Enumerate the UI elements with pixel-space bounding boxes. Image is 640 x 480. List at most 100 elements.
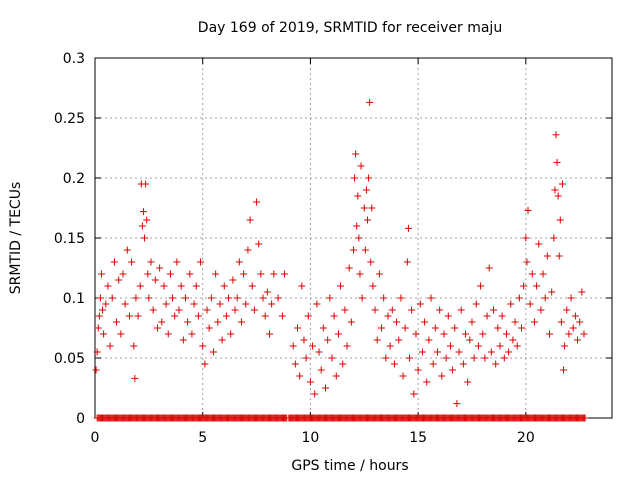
data-point — [192, 282, 200, 290]
data-point — [177, 282, 185, 290]
data-point — [102, 300, 110, 308]
data-point — [268, 300, 276, 308]
data-point — [151, 276, 159, 284]
data-point — [93, 348, 101, 356]
data-point — [356, 270, 364, 278]
data-point — [358, 294, 366, 302]
data-point — [225, 294, 233, 302]
data-point — [578, 288, 586, 296]
data-point — [311, 390, 319, 398]
data-point — [560, 366, 568, 374]
x-tick-label: 15 — [409, 430, 427, 446]
data-point — [201, 360, 209, 368]
data-point — [581, 414, 589, 422]
data-point — [580, 330, 588, 338]
data-point — [436, 306, 444, 314]
data-point — [149, 306, 157, 314]
data-point — [337, 282, 345, 290]
data-point — [214, 318, 222, 326]
data-point — [231, 306, 239, 314]
data-point — [345, 264, 353, 272]
data-point — [509, 336, 517, 344]
data-point — [567, 294, 575, 302]
y-tick-label: 0.2 — [63, 171, 85, 187]
data-point — [134, 312, 142, 320]
data-point — [352, 150, 360, 158]
data-point — [115, 276, 123, 284]
data-point — [119, 270, 127, 278]
data-point — [153, 324, 161, 332]
data-point — [357, 162, 365, 170]
data-point — [298, 282, 306, 290]
data-point — [328, 354, 336, 362]
data-point — [550, 234, 558, 242]
y-tick-label: 0.1 — [63, 291, 85, 307]
data-point — [265, 330, 273, 338]
data-point — [179, 336, 187, 344]
data-point — [123, 246, 131, 254]
data-point — [371, 306, 379, 314]
data-point — [496, 342, 504, 350]
data-point — [97, 270, 105, 278]
data-point — [470, 354, 478, 362]
data-point — [451, 324, 459, 332]
data-point — [175, 306, 183, 314]
data-point — [481, 354, 489, 362]
y-tick-label: 0.15 — [54, 231, 85, 247]
data-point — [565, 330, 573, 338]
data-point — [110, 258, 118, 266]
data-point — [216, 300, 224, 308]
data-point — [404, 224, 412, 232]
data-point — [351, 174, 359, 182]
data-point — [125, 312, 133, 320]
data-point — [373, 336, 381, 344]
data-point — [485, 264, 493, 272]
y-tick-label: 0.3 — [63, 51, 85, 67]
data-point — [227, 330, 235, 338]
data-point — [571, 312, 579, 320]
data-point — [535, 240, 543, 248]
data-point — [270, 270, 278, 278]
data-point — [537, 306, 545, 314]
data-point — [453, 400, 461, 408]
data-point — [520, 282, 528, 290]
data-point — [502, 330, 510, 338]
data-point — [368, 204, 376, 212]
data-point — [164, 330, 172, 338]
x-tick-label: 10 — [302, 430, 320, 446]
data-point — [530, 318, 538, 326]
data-point — [395, 336, 403, 344]
data-point — [353, 222, 361, 230]
data-point — [113, 318, 121, 326]
x-tick-label: 5 — [198, 430, 207, 446]
x-tick-label: 20 — [517, 430, 535, 446]
data-point — [434, 348, 442, 356]
data-point — [326, 294, 334, 302]
data-point — [300, 336, 308, 344]
data-point — [498, 312, 506, 320]
data-point — [466, 336, 474, 344]
data-point — [233, 294, 241, 302]
data-markers — [92, 98, 589, 422]
data-point — [240, 270, 248, 278]
data-point — [142, 180, 150, 188]
data-point — [464, 378, 472, 386]
data-point — [261, 312, 269, 320]
data-point — [375, 270, 383, 278]
data-point — [384, 312, 392, 320]
data-point — [444, 312, 452, 320]
data-point — [145, 294, 153, 302]
data-point — [474, 342, 482, 350]
y-axis-title: SRMTID / TECUs — [8, 182, 24, 295]
data-point — [117, 330, 125, 338]
data-point — [500, 354, 508, 362]
x-tick-label: 0 — [91, 430, 100, 446]
data-point — [479, 330, 487, 338]
data-point — [104, 282, 112, 290]
data-point — [355, 234, 363, 242]
data-point — [518, 324, 526, 332]
data-point — [459, 360, 467, 368]
data-point — [378, 324, 386, 332]
data-point — [380, 294, 388, 302]
